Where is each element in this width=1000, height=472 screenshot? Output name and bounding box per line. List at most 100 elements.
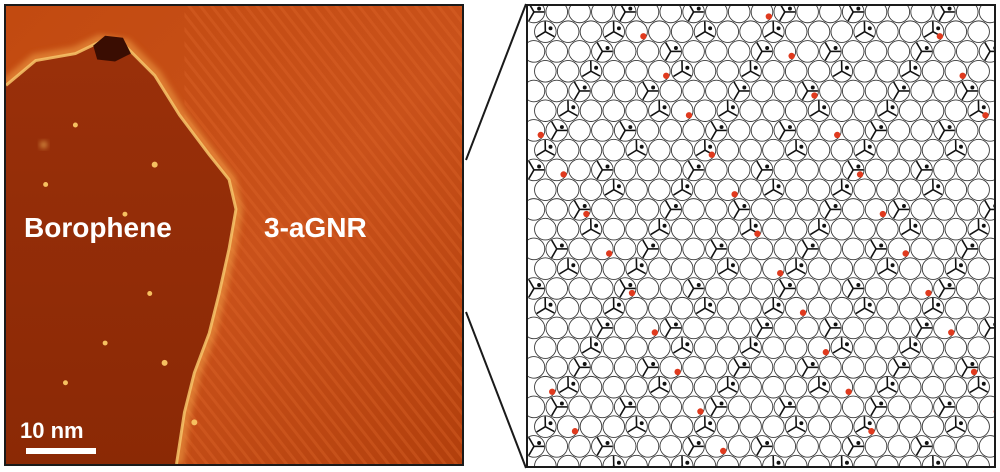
- bright-spot: [102, 340, 108, 346]
- lattice-atom: [978, 435, 994, 458]
- lattice-atom: [853, 454, 876, 466]
- lattice-atom: [876, 59, 899, 83]
- lattice-atom: [887, 435, 911, 458]
- bond-line: [658, 386, 669, 393]
- bond-node: [753, 223, 758, 228]
- bond-line: [536, 425, 546, 433]
- bond-line: [596, 445, 604, 456]
- lattice-atom: [898, 257, 922, 280]
- bond-line: [664, 318, 672, 329]
- lattice-atom: [716, 415, 740, 438]
- bond-line: [923, 307, 934, 315]
- lattice-atom: [762, 375, 785, 399]
- bond-node: [867, 144, 872, 149]
- bond-node: [890, 381, 895, 386]
- lattice-atom: [528, 6, 546, 24]
- bond-line: [932, 189, 943, 196]
- bond-line: [664, 42, 672, 52]
- bond-line: [642, 90, 649, 101]
- bond-line: [559, 110, 569, 117]
- bond-line: [636, 149, 646, 156]
- stm-image: [6, 6, 462, 464]
- lattice-atom: [568, 237, 591, 261]
- bond-line: [750, 346, 760, 354]
- bond-node: [776, 460, 781, 465]
- lattice-atom: [910, 356, 933, 379]
- bond-line: [695, 307, 706, 315]
- lattice-atom: [602, 415, 626, 438]
- bond-node: [867, 421, 872, 426]
- lattice-atom: [636, 6, 660, 24]
- bond-line: [847, 11, 854, 22]
- bond-line: [642, 248, 649, 259]
- lattice-atom: [955, 119, 979, 142]
- lattice-atom: [739, 415, 762, 438]
- bond-node: [810, 243, 815, 248]
- lattice-atom: [556, 336, 580, 359]
- lattice-atom: [693, 375, 717, 399]
- lattice-atom: [841, 316, 865, 340]
- bond-node: [844, 342, 849, 347]
- lattice-atom: [670, 257, 694, 280]
- lattice-atom: [591, 198, 614, 221]
- bond-line: [710, 397, 718, 408]
- bond-node: [924, 46, 929, 51]
- bond-node: [947, 282, 952, 287]
- lattice-atom: [568, 277, 591, 300]
- bond-line: [642, 358, 649, 368]
- lattice-atom: [773, 316, 797, 340]
- bond-line: [673, 346, 683, 354]
- lattice-atom: [876, 217, 899, 241]
- lattice-atom: [682, 119, 705, 142]
- lattice-atom: [716, 336, 740, 359]
- bond-line: [619, 121, 626, 131]
- dopant-atom: [856, 171, 864, 178]
- lattice-atom: [955, 277, 979, 300]
- bond-node: [594, 223, 599, 228]
- bond-line: [878, 110, 888, 117]
- lattice-atom: [625, 99, 648, 122]
- bond-line: [664, 51, 672, 61]
- lattice-atom: [944, 99, 968, 122]
- lattice-atom: [579, 20, 603, 43]
- lattice-atom: [933, 158, 956, 182]
- bond-line: [801, 358, 809, 368]
- bond-line: [892, 366, 900, 377]
- lattice-atom: [659, 277, 683, 300]
- lattice-atom: [967, 257, 990, 280]
- dopant-atom: [663, 72, 670, 79]
- lattice-atom: [625, 336, 648, 359]
- bond-node: [765, 322, 770, 327]
- bond-node: [970, 362, 975, 366]
- bond-node: [696, 164, 701, 169]
- bond-node: [537, 282, 542, 287]
- bond-line: [870, 239, 877, 250]
- bond-line: [590, 228, 601, 235]
- lattice-atom: [727, 237, 751, 261]
- lattice-atom: [705, 356, 728, 379]
- lattice-atom: [955, 395, 979, 419]
- bond-line: [642, 239, 649, 250]
- lattice-atom: [556, 217, 580, 241]
- bond-line: [915, 160, 923, 171]
- lattice-atom: [613, 40, 637, 63]
- bond-node: [719, 125, 724, 130]
- bond-line: [847, 279, 854, 289]
- bond-node: [639, 263, 644, 268]
- bond-line: [687, 279, 695, 289]
- bond-node: [582, 85, 587, 90]
- lattice-atom: [762, 59, 785, 83]
- lattice-atom: [978, 79, 994, 103]
- lattice-atom: [705, 158, 728, 182]
- lattice-atom: [739, 20, 762, 43]
- bond-line: [832, 189, 843, 196]
- dopant-atom: [948, 329, 955, 336]
- dopant-atom: [799, 309, 807, 316]
- lattice-atom: [716, 59, 740, 83]
- lattice-atom: [659, 79, 683, 103]
- lattice-atom: [716, 138, 740, 162]
- dopant-atom: [822, 349, 830, 356]
- bond-line: [955, 425, 966, 433]
- bond-node: [936, 460, 941, 465]
- lattice-atom: [534, 59, 557, 83]
